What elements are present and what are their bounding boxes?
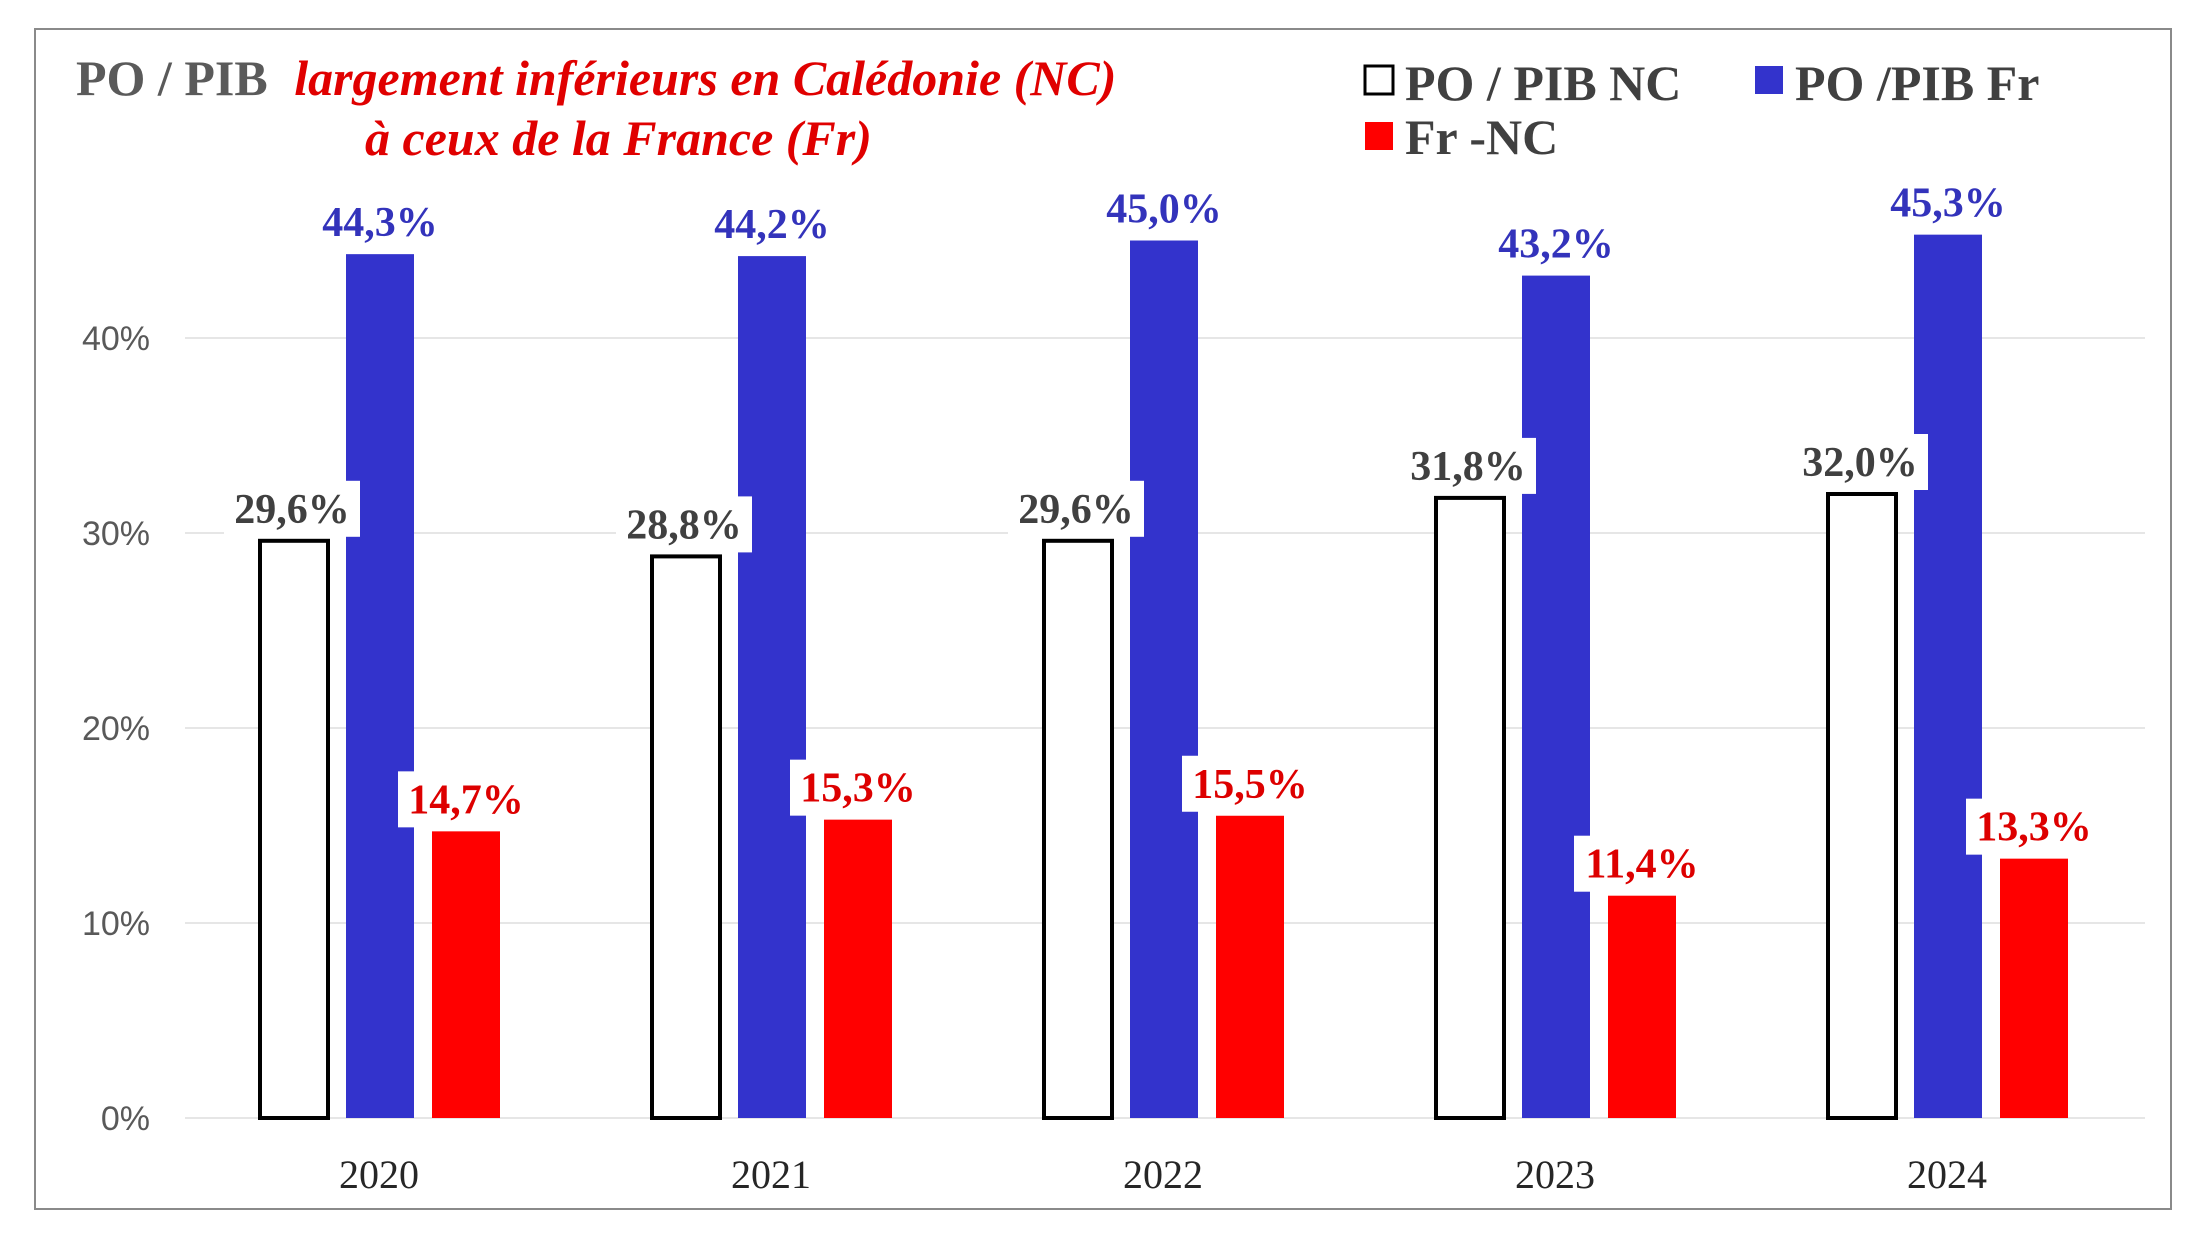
legend-swatch-fr — [1755, 66, 1783, 94]
data-label-bg — [1096, 180, 1232, 237]
data-label-2021: 44,2% — [714, 202, 830, 248]
y-axis: 0% 10% 20% 30% 40% — [82, 320, 150, 1138]
bar-po-pib-fr-2023 — [1522, 275, 1590, 1119]
bar-fr-nc-2023 — [1608, 895, 1676, 1118]
data-label-bg — [704, 196, 840, 253]
data-label-bg — [398, 771, 534, 828]
data-label-bg — [1574, 835, 1710, 892]
data-label-bg — [224, 480, 360, 537]
data-label-bg — [790, 759, 926, 816]
x-tick-label: 2024 — [1907, 1152, 1987, 1197]
data-label-bg — [1880, 174, 2016, 231]
y-tick-label: 0% — [101, 1100, 150, 1138]
legend-label-nc: PO / PIB NC — [1405, 55, 1681, 111]
legend-swatch-diff — [1365, 122, 1393, 150]
bar-fr-nc-2024 — [2000, 858, 2068, 1118]
data-label-2023: 31,8% — [1410, 444, 1526, 490]
bar-po-pib-nc-2024 — [1826, 492, 1898, 1120]
data-label-2022: 45,0% — [1106, 187, 1222, 233]
data-label-bg — [1400, 437, 1536, 494]
data-label-2020: 29,6% — [234, 487, 350, 533]
bar-po-pib-nc-2021 — [650, 554, 722, 1120]
y-tick-label: 30% — [82, 515, 150, 553]
data-label-bg — [1966, 798, 2102, 855]
y-tick-label: 10% — [82, 905, 150, 943]
data-label-2020: 44,3% — [322, 200, 438, 246]
x-tick-label: 2022 — [1123, 1152, 1203, 1197]
bar-po-pib-nc-2023 — [1434, 495, 1506, 1120]
legend: PO / PIB NC PO /PIB Fr Fr -NC — [1363, 55, 2039, 165]
data-label-bg — [312, 194, 448, 251]
data-label-bg — [1008, 480, 1144, 537]
chart-title-accent-1: largement inférieurs en Calédonie (NC) — [294, 50, 1116, 106]
data-label-2021: 28,8% — [626, 502, 742, 548]
bar-po-pib-fr-2022 — [1130, 240, 1198, 1118]
bar-fr-nc-2021 — [824, 819, 892, 1118]
data-label-2024: 13,3% — [1976, 805, 2092, 851]
data-labels: 29,6% 44,3% 14,7% 28,8% 44,2% 15,3% 29,6% 45,0%… — [224, 174, 2102, 892]
x-axis: 2020 2021 2022 2023 2024 — [339, 1152, 1987, 1197]
chart-title-plain: PO / PIB — [76, 50, 268, 106]
x-tick-label: 2021 — [731, 1152, 811, 1197]
bar-fr-nc-2020 — [432, 831, 500, 1118]
data-label-2023: 11,4% — [1585, 842, 1698, 888]
data-label-2023: 43,2% — [1498, 222, 1614, 268]
data-label-bg — [1182, 755, 1318, 812]
bar-po-pib-fr-2024 — [1914, 234, 1982, 1118]
data-label-bg — [1488, 215, 1624, 272]
data-label-2022: 29,6% — [1018, 487, 1134, 533]
chart-title-accent-2: à ceux de la France (Fr) — [365, 110, 872, 166]
bars — [258, 234, 2068, 1120]
data-label-2024: 45,3% — [1890, 181, 2006, 227]
x-tick-label: 2020 — [339, 1152, 419, 1197]
data-label-bg — [1792, 434, 1928, 490]
legend-label-diff: Fr -NC — [1405, 109, 1558, 165]
data-label-2021: 15,3% — [800, 766, 916, 812]
legend-swatch-nc — [1363, 64, 1395, 96]
bar-po-pib-fr-2021 — [738, 256, 806, 1119]
y-tick-label: 40% — [82, 320, 150, 358]
bar-po-pib-fr-2020 — [346, 254, 414, 1118]
data-label-2020: 14,7% — [408, 777, 524, 823]
data-label-bg — [616, 496, 752, 553]
y-tick-label: 20% — [82, 710, 150, 748]
data-label-2022: 15,5% — [1192, 762, 1308, 808]
bar-po-pib-nc-2022 — [1042, 538, 1114, 1120]
bar-po-pib-nc-2020 — [258, 538, 330, 1120]
x-tick-label: 2023 — [1515, 1152, 1595, 1197]
legend-label-fr: PO /PIB Fr — [1795, 55, 2039, 111]
bar-fr-nc-2022 — [1216, 815, 1284, 1118]
data-label-2024: 32,0% — [1802, 440, 1918, 486]
chart-title-line1: PO / PIB largement inférieurs en Calédon… — [76, 50, 1116, 106]
